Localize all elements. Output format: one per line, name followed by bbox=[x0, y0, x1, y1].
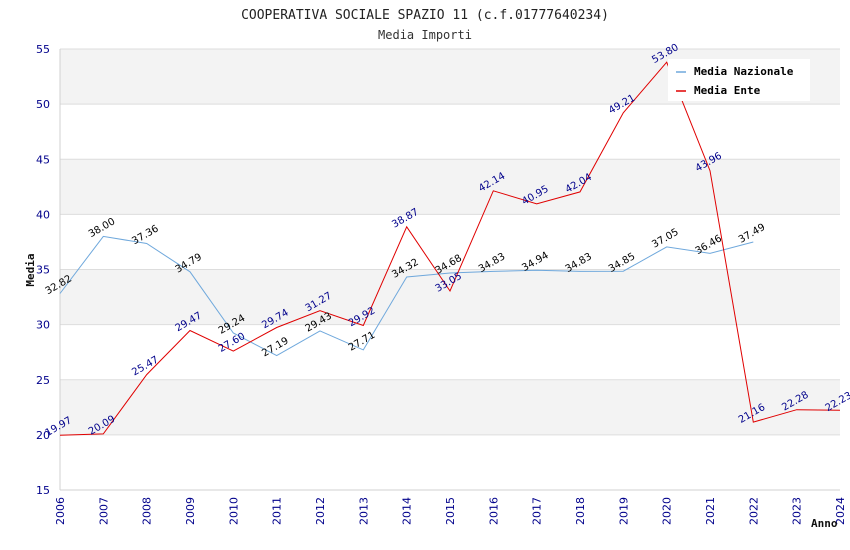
x-tick-label: 2008 bbox=[141, 497, 154, 525]
gridlines bbox=[60, 48, 840, 436]
y-tick-label: 50 bbox=[36, 98, 50, 111]
x-tick-label: 2011 bbox=[271, 497, 284, 525]
x-tick-label: 2022 bbox=[747, 497, 760, 525]
data-label-nazionale: 27.71 bbox=[347, 330, 377, 354]
x-tick-label: 2012 bbox=[314, 497, 327, 525]
x-tick-label: 2019 bbox=[617, 497, 630, 525]
x-tick-label: 2023 bbox=[791, 497, 804, 525]
x-tick-label: 2009 bbox=[184, 497, 197, 525]
grid-band bbox=[60, 159, 840, 215]
chart-title: COOPERATIVA SOCIALE SPAZIO 11 (c.f.01777… bbox=[241, 8, 609, 23]
legend-label-naz: Media Nazionale bbox=[694, 65, 794, 78]
y-tick-label: 55 bbox=[36, 43, 50, 56]
legend: Media Nazionale Media Ente bbox=[668, 59, 810, 101]
y-tick-label: 45 bbox=[36, 153, 50, 166]
data-label-nazionale: 27.19 bbox=[260, 336, 290, 360]
x-tick-label: 2017 bbox=[531, 497, 544, 525]
x-tick-label: 2024 bbox=[834, 497, 847, 525]
y-tick-label: 15 bbox=[36, 484, 50, 497]
x-tick-label: 2020 bbox=[661, 497, 674, 525]
background-bands bbox=[60, 49, 840, 435]
series-line-media-ente bbox=[59, 61, 841, 436]
x-tick-label: 2006 bbox=[54, 497, 67, 525]
x-tick-label: 2010 bbox=[227, 497, 240, 525]
y-axis-ticks: 15 20 25 30 35 40 45 50 55 bbox=[36, 43, 50, 497]
data-label-ente: 25.47 bbox=[130, 355, 160, 379]
legend-label-ente: Media Ente bbox=[694, 84, 761, 97]
x-tick-label: 2014 bbox=[401, 497, 414, 525]
y-tick-label: 20 bbox=[36, 429, 50, 442]
x-axis-ticks: 2006 2007 2008 2009 2010 2011 2012 2013 2014 2015… bbox=[54, 497, 847, 525]
y-tick-label: 30 bbox=[36, 319, 50, 332]
x-tick-label: 2015 bbox=[444, 497, 457, 525]
x-tick-label: 2018 bbox=[574, 497, 587, 525]
grid-band bbox=[60, 269, 840, 325]
x-tick-label: 2013 bbox=[357, 497, 370, 525]
y-tick-label: 35 bbox=[36, 264, 50, 277]
chart-subtitle: Media Importi bbox=[378, 28, 472, 42]
y-tick-label: 25 bbox=[36, 374, 50, 387]
x-tick-label: 2021 bbox=[704, 497, 717, 525]
y-tick-label: 40 bbox=[36, 208, 50, 221]
grid-band bbox=[60, 379, 840, 435]
x-axis-label: Anno bbox=[811, 517, 838, 530]
x-tick-label: 2016 bbox=[487, 497, 500, 525]
y-axis-label: Media bbox=[24, 253, 37, 286]
data-label-nazionale: 38.00 bbox=[87, 216, 117, 240]
legend-box bbox=[668, 59, 810, 101]
series-lines bbox=[59, 61, 841, 436]
series-line-media-nazionale bbox=[59, 235, 754, 357]
x-tick-label: 2007 bbox=[97, 497, 110, 525]
